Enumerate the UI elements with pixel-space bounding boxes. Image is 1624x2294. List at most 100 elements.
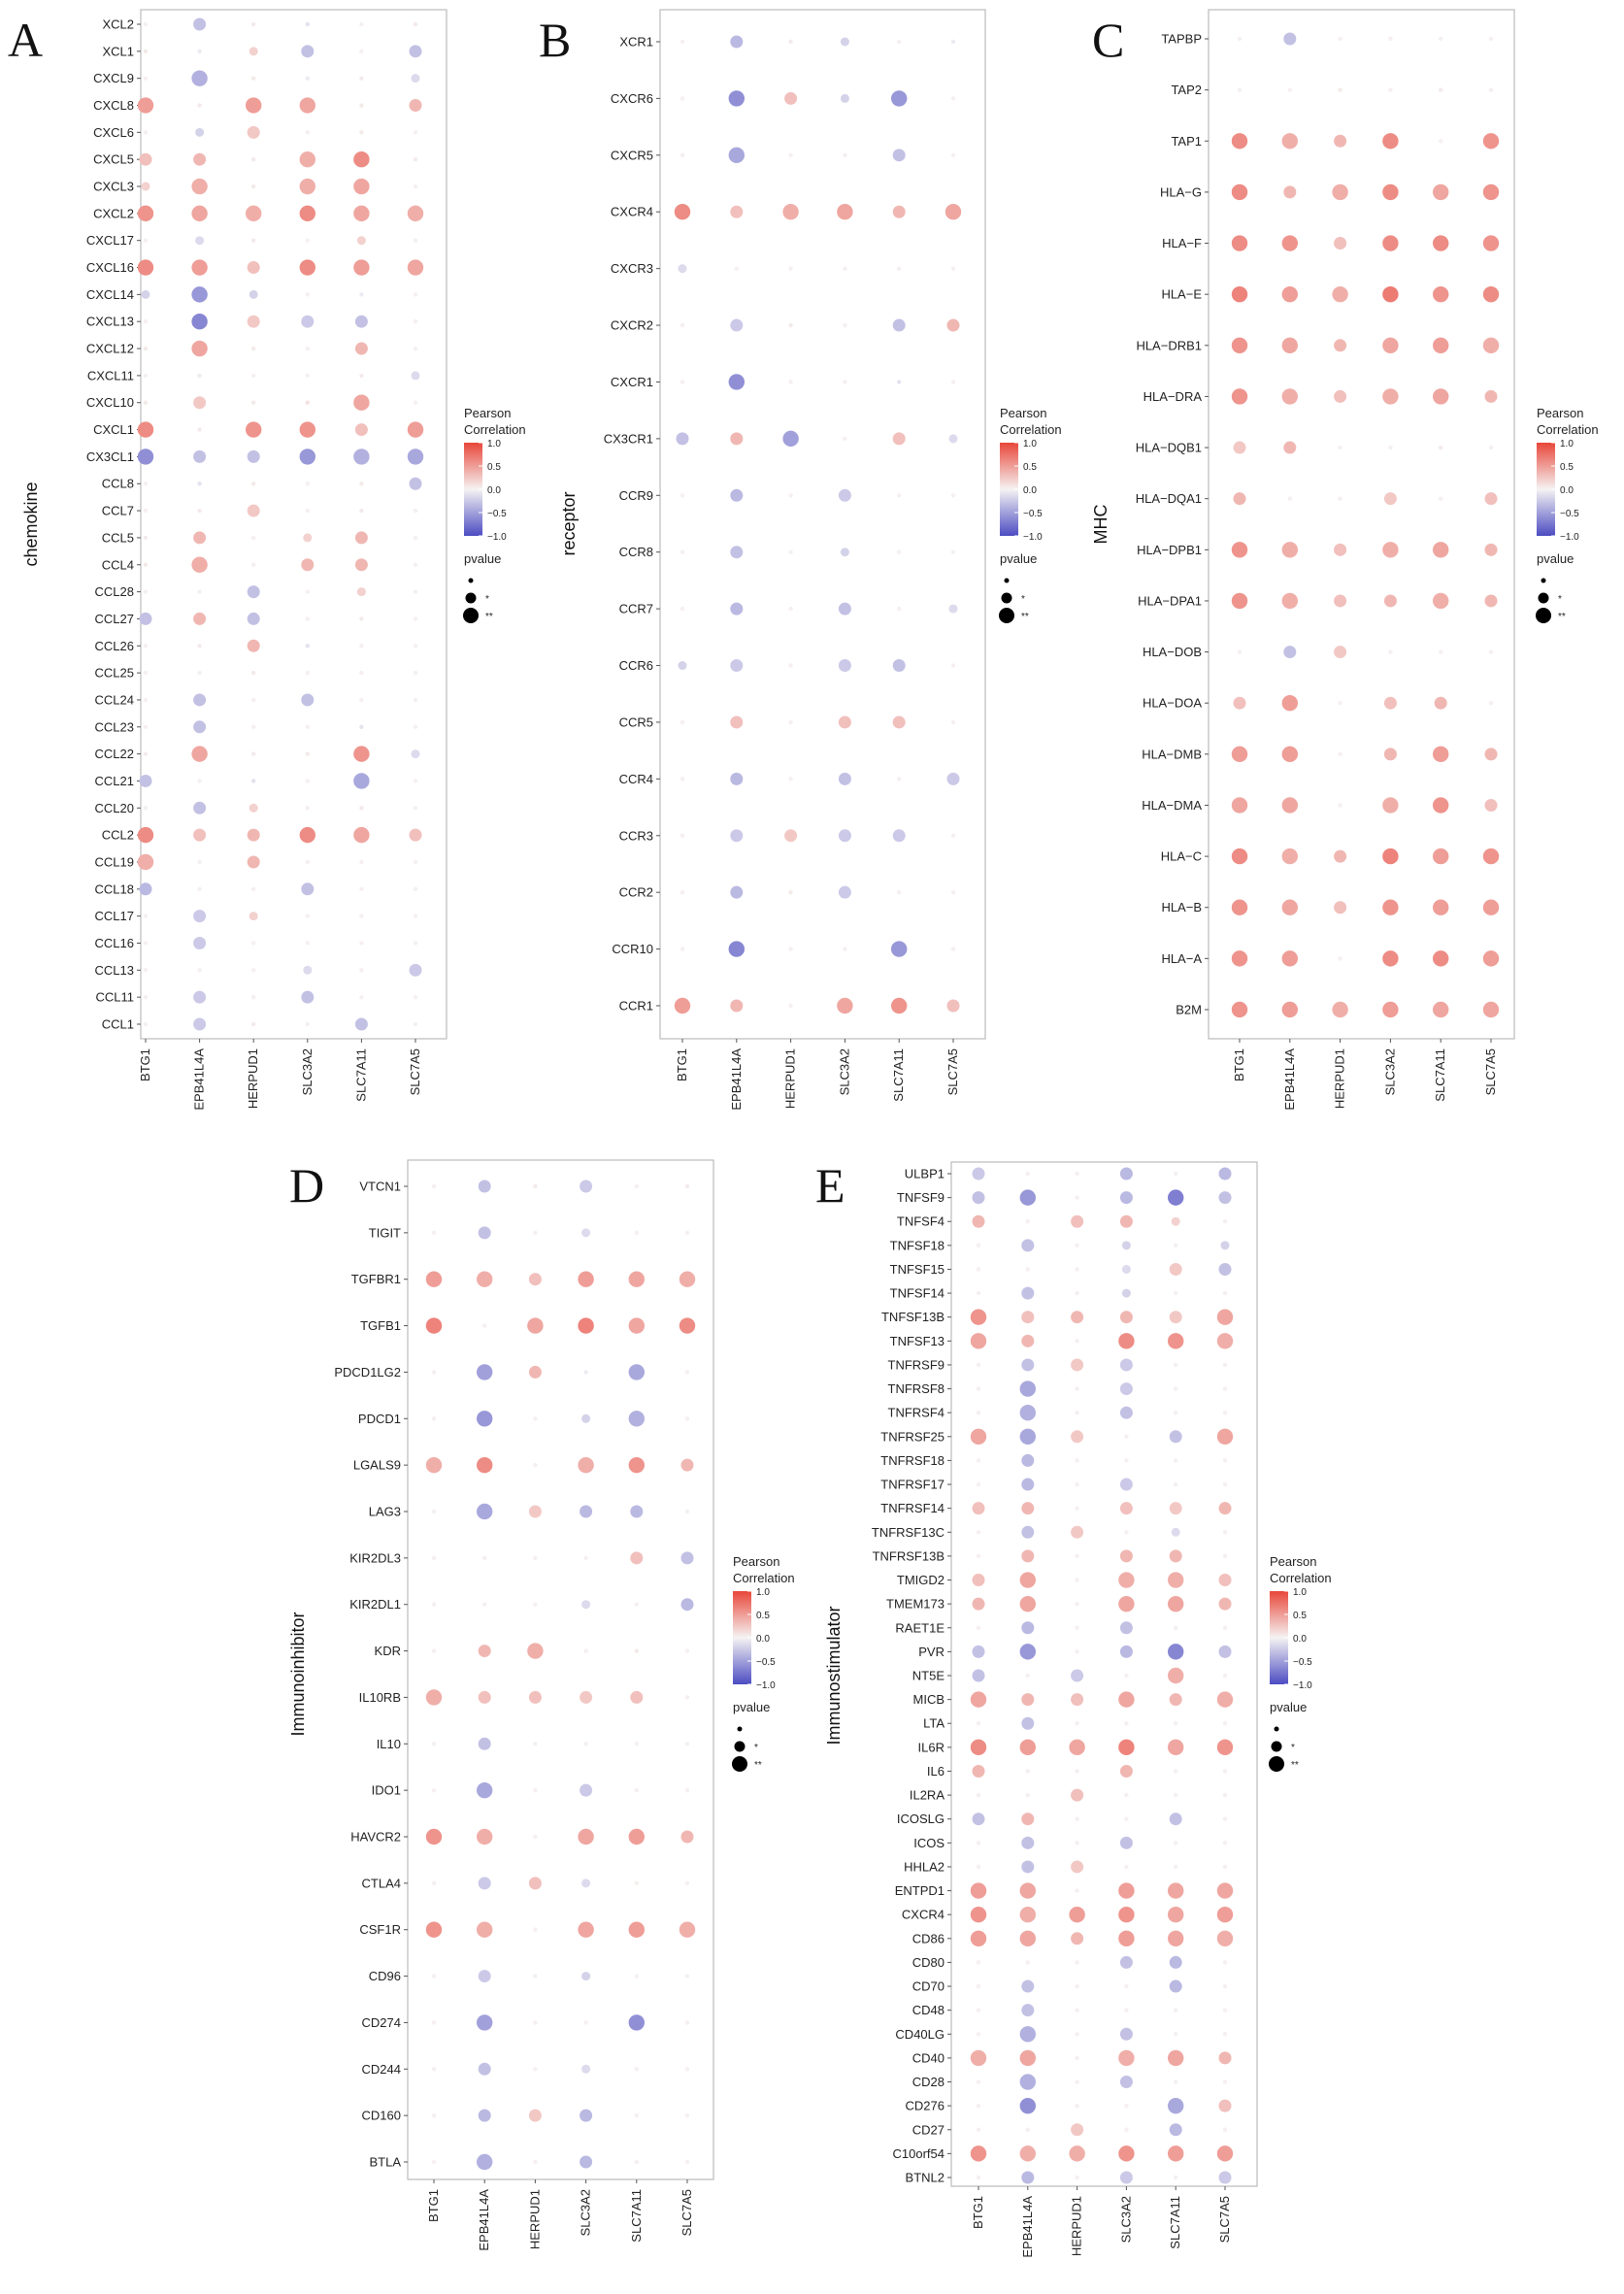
correlation-dot xyxy=(1168,1572,1184,1588)
correlation-dot xyxy=(897,39,902,45)
correlation-dot xyxy=(679,1317,696,1334)
correlation-dot xyxy=(1382,133,1399,150)
correlation-dot xyxy=(411,371,420,381)
y-tick-label: CCR9 xyxy=(619,488,653,503)
correlation-dot xyxy=(976,2079,981,2084)
correlation-dot xyxy=(251,373,256,379)
correlation-dot xyxy=(634,1880,639,1886)
correlation-dot xyxy=(970,1309,987,1325)
x-tick-label: SLC7A11 xyxy=(353,1048,368,1102)
correlation-dot xyxy=(948,604,958,614)
correlation-dot xyxy=(1019,1644,1037,1660)
correlation-dot xyxy=(897,606,902,612)
correlation-dot xyxy=(1482,133,1500,150)
correlation-dot xyxy=(247,612,260,625)
correlation-dot xyxy=(1231,592,1248,610)
colorbar xyxy=(1537,443,1555,536)
correlation-dot xyxy=(634,1787,639,1793)
correlation-dot xyxy=(1388,87,1393,92)
correlation-dot xyxy=(976,1458,981,1463)
correlation-dot xyxy=(679,152,685,158)
correlation-dot xyxy=(1174,1410,1178,1415)
y-tick-label: CXCL3 xyxy=(93,180,134,194)
correlation-dot xyxy=(1334,389,1347,403)
correlation-dot xyxy=(1118,1930,1135,1947)
correlation-dot xyxy=(413,400,418,405)
correlation-dot xyxy=(305,238,310,243)
y-tick-label: CX3CR1 xyxy=(604,431,653,446)
correlation-dot xyxy=(838,772,851,785)
y-tick-label: CXCL13 xyxy=(86,315,134,329)
correlation-dot xyxy=(431,1230,437,1236)
correlation-dot xyxy=(143,1021,149,1027)
correlation-dot xyxy=(1119,1358,1133,1372)
correlation-dot xyxy=(143,76,149,81)
correlation-dot xyxy=(193,990,207,1004)
correlation-dot xyxy=(1231,133,1248,150)
correlation-dot xyxy=(950,833,956,838)
correlation-dot xyxy=(788,266,793,271)
correlation-dot xyxy=(950,39,956,45)
correlation-dot xyxy=(1334,646,1347,659)
correlation-dot xyxy=(838,488,851,502)
correlation-dot xyxy=(359,670,364,676)
correlation-dot xyxy=(1118,1333,1135,1349)
pvalue-size-key xyxy=(1274,1726,1279,1732)
x-tick-label: HERPUD1 xyxy=(1333,1048,1347,1109)
colorbar-tick-label: −0.5 xyxy=(1293,1657,1312,1668)
correlation-dot xyxy=(137,826,154,844)
correlation-dot xyxy=(1119,1836,1133,1849)
correlation-dot xyxy=(1222,1864,1228,1870)
correlation-dot xyxy=(143,49,149,54)
correlation-dot xyxy=(197,103,202,108)
correlation-dot xyxy=(356,587,366,597)
y-tick-label: RAET1E xyxy=(895,1620,945,1635)
correlation-dot xyxy=(193,910,207,923)
y-tick-label: CXCL9 xyxy=(93,71,134,85)
y-tick-label: HLA−E xyxy=(1161,287,1202,302)
x-tick-label: SLC7A11 xyxy=(629,2189,644,2243)
correlation-dot xyxy=(634,1230,639,1236)
colorbar-tick-label: −0.5 xyxy=(1560,509,1579,519)
correlation-dot xyxy=(425,1921,443,1938)
correlation-dot xyxy=(946,999,960,1013)
correlation-dot xyxy=(195,236,205,246)
correlation-dot xyxy=(1382,950,1399,967)
correlation-dot xyxy=(1025,2127,1031,2132)
correlation-dot xyxy=(972,1764,985,1778)
y-tick-label: CCL21 xyxy=(95,774,134,788)
legend-title: Pearson xyxy=(1000,406,1046,420)
correlation-dot xyxy=(897,493,902,498)
correlation-dot xyxy=(359,994,364,1000)
y-tick-label: HLA−C xyxy=(1161,849,1202,864)
correlation-dot xyxy=(788,493,793,498)
correlation-dot xyxy=(431,1742,437,1746)
correlation-dot xyxy=(413,941,418,946)
correlation-dot xyxy=(1174,1792,1178,1798)
pvalue-size-key xyxy=(463,608,479,623)
correlation-dot xyxy=(143,994,149,1000)
correlation-dot xyxy=(1383,748,1397,761)
correlation-dot xyxy=(730,885,744,899)
correlation-dot xyxy=(193,693,207,707)
correlation-dot xyxy=(413,562,418,567)
correlation-dot xyxy=(137,853,154,871)
correlation-dot xyxy=(407,259,424,276)
correlation-dot xyxy=(1075,1171,1079,1177)
x-tick-label: EPB41L4A xyxy=(729,1048,744,1111)
correlation-dot xyxy=(413,779,418,783)
colorbar xyxy=(1000,443,1018,536)
correlation-dot xyxy=(897,777,902,781)
correlation-dot xyxy=(305,292,310,297)
correlation-dot xyxy=(976,1553,981,1559)
correlation-dot xyxy=(143,130,149,135)
y-tick-label: CX3CL1 xyxy=(86,449,134,464)
correlation-dot xyxy=(139,152,152,166)
correlation-dot xyxy=(734,266,739,271)
correlation-dot xyxy=(1075,1195,1079,1200)
y-tick-label: CD40 xyxy=(912,2050,945,2065)
correlation-dot xyxy=(1287,496,1293,501)
correlation-dot xyxy=(581,1413,591,1423)
correlation-dot xyxy=(251,751,256,756)
correlation-dot xyxy=(1433,950,1449,967)
